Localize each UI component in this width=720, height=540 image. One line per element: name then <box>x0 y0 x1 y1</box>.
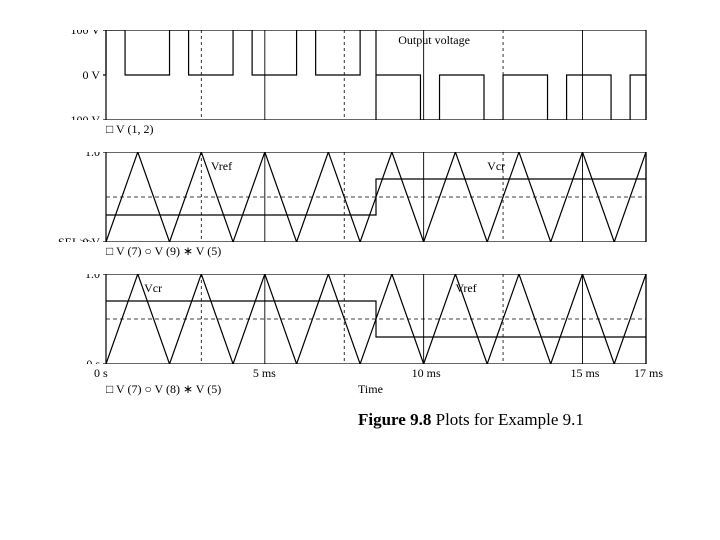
figure-9-8: –100 V0 V100 VOutput voltage □ V (1, 2) … <box>58 30 668 416</box>
svg-text:Vref: Vref <box>455 281 476 295</box>
svg-text:SEL>>: SEL>> <box>58 235 93 242</box>
caption-bold: Figure 9.8 <box>358 410 431 429</box>
figure-caption: Figure 9.8 Plots for Example 9.1 <box>358 410 584 430</box>
plot-output-voltage: –100 V 0 V 100 V Output voltage <box>58 30 668 120</box>
plot-vref-vcr-2: 0 s 1.0 Vcr Vref <box>58 274 668 364</box>
x-axis-labels: 0 s 5 ms 10 ms 15 ms 17 ms <box>58 364 668 380</box>
svg-text:0 s: 0 s <box>86 357 100 364</box>
svg-text:Vcr: Vcr <box>144 281 162 295</box>
x-axis-title: Time <box>358 382 383 397</box>
caption-rest: Plots for Example 9.1 <box>431 410 584 429</box>
panel-vref-vcr-2: 0 s 1.0 Vcr Vref 0 s 5 ms 10 ms 15 ms 17 ms Tim… <box>58 274 668 402</box>
svg-text:0 V: 0 V <box>83 68 101 82</box>
legend-panel3: □ V (7) ○ V (8) ∗ V (5) <box>106 382 221 397</box>
x-tick-label: 10 ms <box>412 366 441 381</box>
panel-output-voltage: –100 V 0 V 100 V Output voltage □ V (1, 2) <box>58 30 668 138</box>
legend-panel2: □ V (7) ○ V (9) ∗ V (5) <box>106 244 221 259</box>
svg-text:Vref: Vref <box>211 159 232 173</box>
svg-text:–100 V: –100 V <box>64 113 101 120</box>
x-tick-label: 17 ms <box>634 366 663 381</box>
svg-text:100 V: 100 V <box>71 30 101 37</box>
svg-text:1.0: 1.0 <box>85 152 100 159</box>
svg-text:Vcr: Vcr <box>487 159 505 173</box>
svg-text:1.0: 1.0 <box>85 274 100 281</box>
x-tick-label: 15 ms <box>570 366 599 381</box>
panel-vref-vcr-1: 0 V1.0SEL>>VrefVcr □ V (7) ○ V (9) ∗ V (… <box>58 152 668 260</box>
plot-vref-vcr-1: 0 V1.0SEL>>VrefVcr <box>58 152 668 242</box>
x-tick-label: 5 ms <box>253 366 276 381</box>
page: –100 V0 V100 VOutput voltage □ V (1, 2) … <box>0 0 720 540</box>
legend-panel1: □ V (1, 2) <box>106 122 153 137</box>
x-tick-label: 0 s <box>94 366 108 381</box>
svg-text:Output voltage: Output voltage <box>398 33 470 47</box>
